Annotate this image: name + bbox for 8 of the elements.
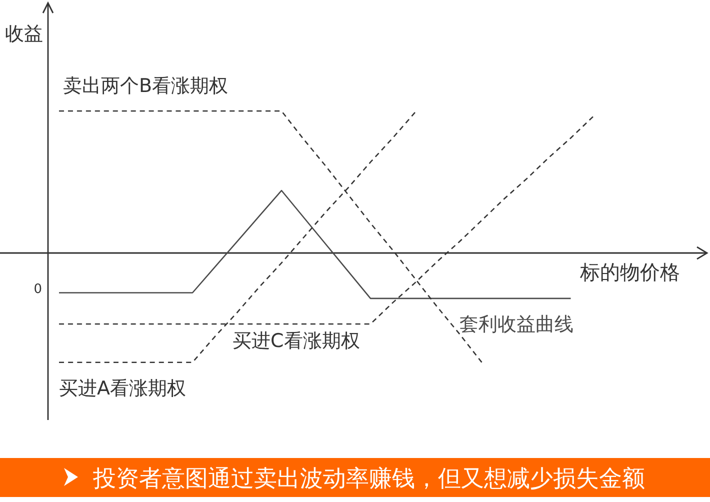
series-label: 卖出两个B看涨期权 xyxy=(63,75,228,97)
series-label: 买进C看涨期权 xyxy=(232,330,360,352)
series-label: 买进A看涨期权 xyxy=(59,377,186,400)
x-axis-title: 标的物价格 xyxy=(579,260,680,284)
y-axis-title: 收益 xyxy=(5,23,43,45)
text: 0 xyxy=(34,282,42,297)
series-label: 套利收益曲线 xyxy=(460,313,574,336)
text: 投资者意图通过卖出波动率赚钱，但又想减少损失金额 xyxy=(92,466,645,492)
